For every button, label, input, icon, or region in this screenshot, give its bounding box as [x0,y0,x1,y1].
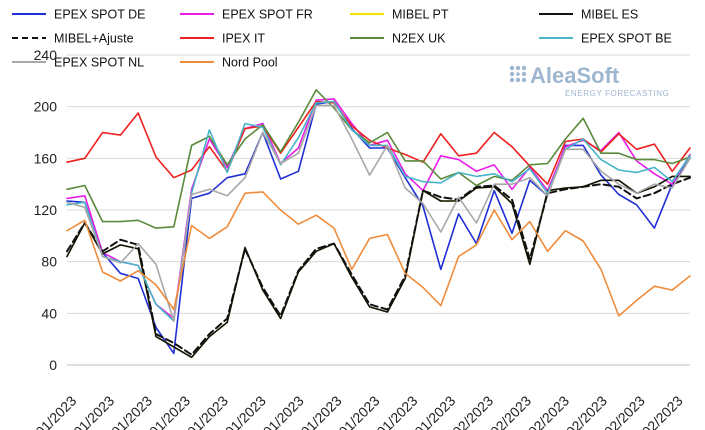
legend-label-mibel-es: MIBEL ES [581,8,638,22]
logo-dot [521,71,527,77]
series-line-n2ex-uk [66,89,691,229]
y-tick-label: 240 [34,47,58,63]
legend-label-nord-pool: Nord Pool [222,56,278,70]
y-tick-label: 0 [49,357,57,373]
legend-label-epex-spot-be: EPEX SPOT BE [581,32,672,46]
legend-label-epex-spot-nl: EPEX SPOT NL [54,56,144,70]
series-line-ipex-it [66,100,691,185]
y-tick-label: 160 [34,150,58,166]
series-line-mibel-ajuste [66,176,691,356]
y-tick-label: 40 [41,305,57,321]
series-line-epex-spot-be [66,100,691,322]
legend-label-ipex-it: IPEX IT [222,32,265,46]
series-line-epex-spot-nl [66,104,691,322]
legend-label-mibel-ajuste: MIBEL+Ajuste [54,32,134,46]
logo-dot [516,72,520,76]
series-line-nord-pool [66,191,691,317]
series-line-epex-spot-de [66,100,691,355]
logo-subtext: ENERGY FORECASTING [565,89,669,98]
logo-dot [509,71,515,77]
logo-dot [515,65,521,71]
y-tick-label: 80 [41,254,57,270]
logo-dot [521,65,527,71]
legend-label-epex-spot-fr: EPEX SPOT FR [222,8,313,22]
legend: EPEX SPOT DE EPEX SPOT FR MIBEL PT MIBEL ES… [12,8,672,70]
legend-label-epex-spot-de: EPEX SPOT DE [54,8,145,22]
logo-dot [509,65,515,71]
logo-dot [521,77,527,83]
legend-label-n2ex-uk: N2EX UK [392,32,446,46]
y-tick-label: 200 [34,99,58,115]
logo-dot [515,77,521,83]
logo-text: AleaSoft [530,63,620,88]
y-tick-label: 120 [34,202,58,218]
logo-dot [509,77,515,83]
series-lines [66,89,691,359]
legend-label-mibel-pt: MIBEL PT [392,8,449,22]
